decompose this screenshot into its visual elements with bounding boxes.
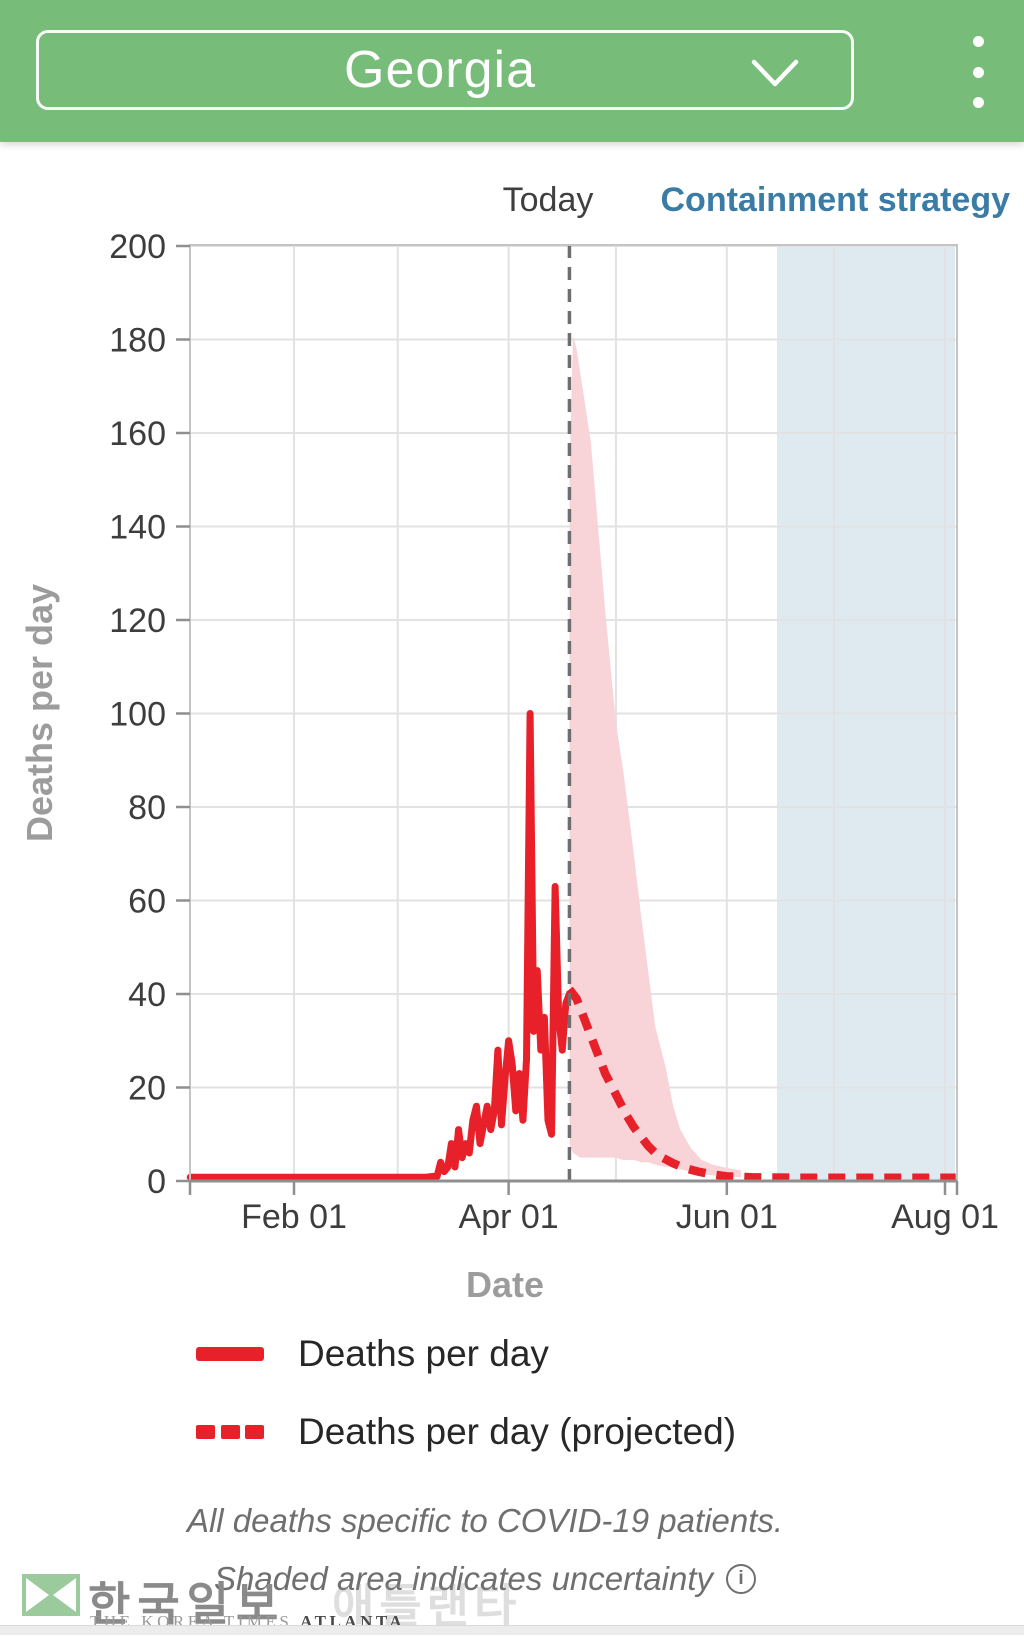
- legend-item-actual: Deaths per day: [196, 1332, 736, 1376]
- svg-text:20: 20: [128, 1070, 166, 1108]
- chart-legend: Deaths per day Deaths per day (projected…: [196, 1332, 736, 1488]
- svg-text:40: 40: [128, 976, 166, 1014]
- footnote-uncertainty-text: Shaded area indicates uncertainty: [214, 1560, 713, 1597]
- svg-text:140: 140: [109, 509, 166, 547]
- svg-text:80: 80: [128, 789, 166, 827]
- svg-text:0: 0: [147, 1163, 166, 1201]
- y-axis-title: Deaths per day: [19, 584, 60, 842]
- svg-text:60: 60: [128, 883, 166, 921]
- footnote-uncertainty-note: Shaded area indicates uncertainty i: [0, 1560, 970, 1598]
- svg-text:180: 180: [109, 322, 166, 360]
- legend-item-projected: Deaths per day (projected): [196, 1410, 736, 1454]
- x-axis-title: Date: [466, 1264, 544, 1305]
- svg-text:Apr 01: Apr 01: [459, 1198, 559, 1236]
- info-icon[interactable]: i: [726, 1564, 756, 1594]
- svg-text:120: 120: [109, 602, 166, 640]
- bottom-edge-bar: [0, 1625, 1024, 1635]
- deaths-per-day-chart[interactable]: Feb 01 Apr 01 Jun 01 Aug 01 0 20 40 60 80 100 120 1…: [0, 160, 1024, 1320]
- dashed-line-swatch: [196, 1425, 264, 1439]
- svg-text:200: 200: [109, 228, 166, 266]
- today-label: Today: [503, 181, 594, 219]
- svg-text:Aug 01: Aug 01: [891, 1198, 999, 1236]
- deaths-chart-container: Feb 01 Apr 01 Jun 01 Aug 01 0 20 40 60 80 100 120 1…: [0, 160, 1024, 1320]
- app-header: Georgia: [0, 0, 1024, 142]
- legend-label: Deaths per day (projected): [298, 1411, 737, 1452]
- footnote-deaths-note: All deaths specific to COVID-19 patients…: [186, 1502, 784, 1539]
- solid-line-swatch: [196, 1347, 264, 1361]
- region-selector-value: Georgia: [344, 41, 536, 99]
- svg-text:Jun 01: Jun 01: [676, 1198, 778, 1236]
- region-selector-dropdown[interactable]: Georgia: [36, 30, 854, 110]
- svg-text:100: 100: [109, 696, 166, 734]
- legend-label: Deaths per day: [298, 1333, 549, 1374]
- svg-text:Feb 01: Feb 01: [241, 1198, 347, 1236]
- svg-text:160: 160: [109, 415, 166, 453]
- chevron-down-icon: [751, 59, 799, 94]
- overflow-menu-icon[interactable]: [970, 36, 986, 108]
- containment-strategy-label[interactable]: Containment strategy: [661, 181, 1011, 219]
